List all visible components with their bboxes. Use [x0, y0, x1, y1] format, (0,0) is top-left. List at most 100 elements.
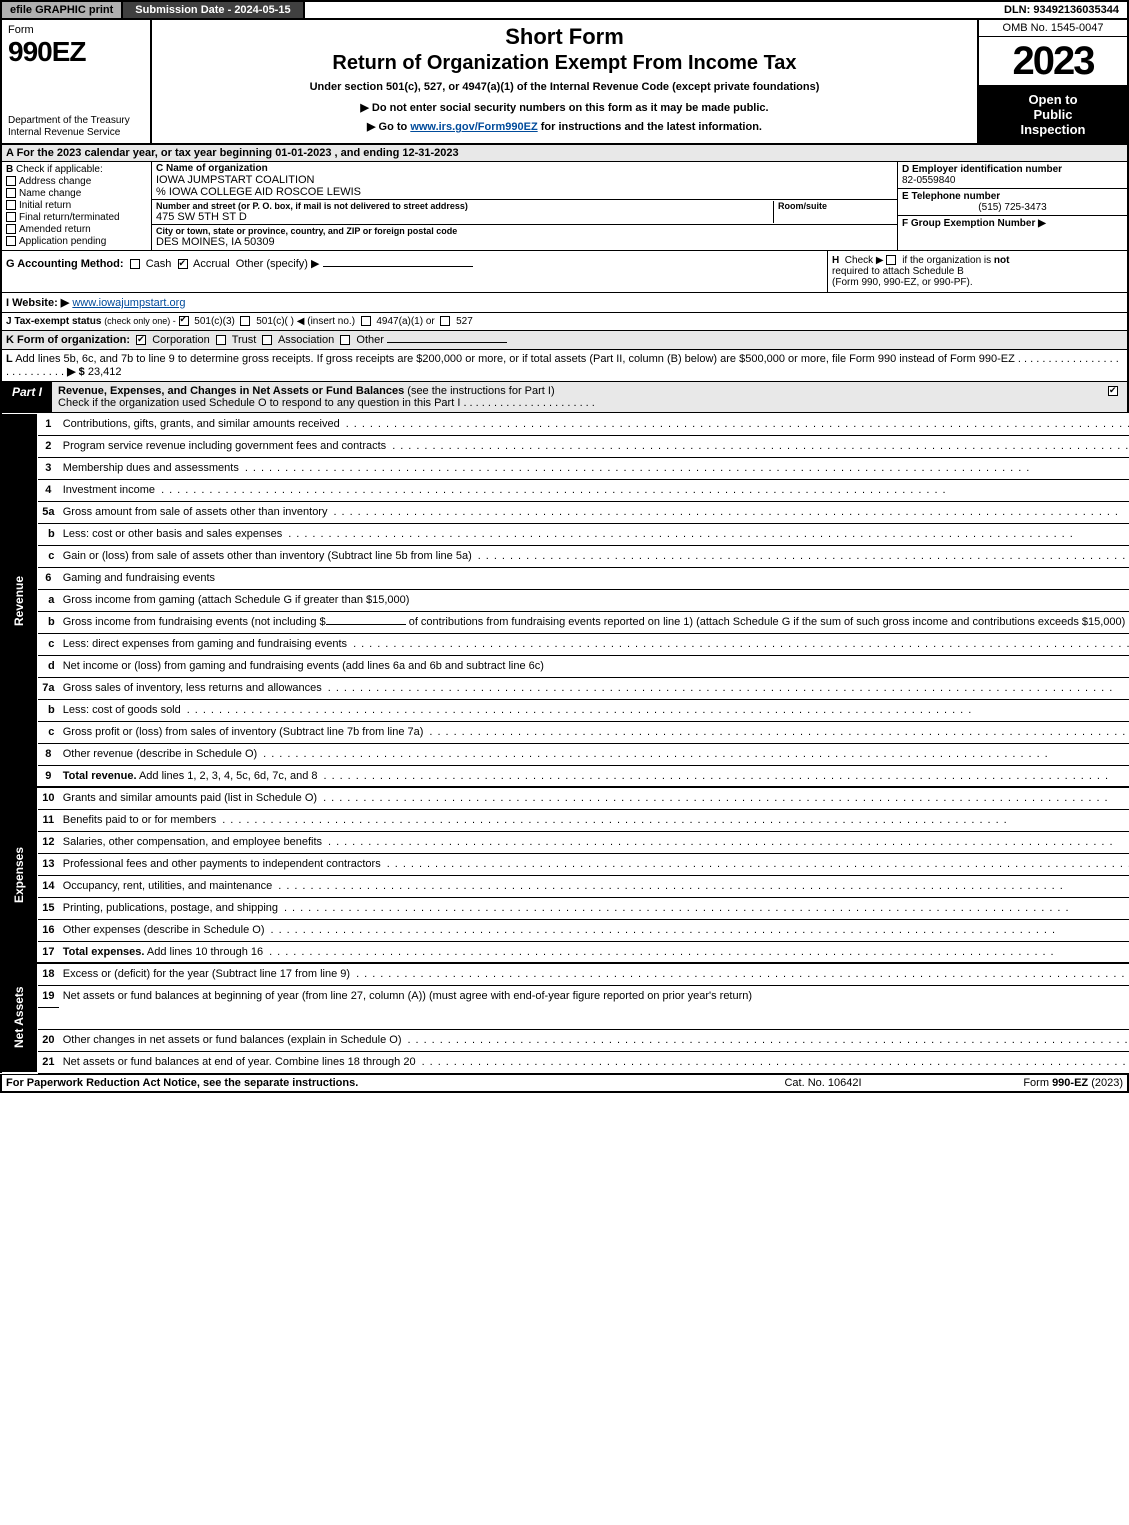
j-opt2: 501(c)( ) ◀ (insert no.) — [256, 316, 355, 327]
f-arrow: ▶ — [1038, 218, 1046, 229]
line-1-desc: Contributions, gifts, grants, and simila… — [63, 418, 340, 430]
form-title: Return of Organization Exempt From Incom… — [160, 52, 969, 75]
box-h: H Check ▶ if the organization is not req… — [827, 251, 1127, 292]
c-name-row: C Name of organization IOWA JUMPSTART CO… — [152, 162, 897, 200]
room-label: Room/suite — [778, 201, 893, 211]
line-6c: cLess: direct expenses from gaming and f… — [1, 633, 1129, 655]
i-label: I Website: ▶ — [6, 297, 69, 309]
cb-initial-return[interactable]: Initial return — [6, 200, 147, 211]
cb-527[interactable] — [440, 316, 450, 326]
c-street-row: Number and street (or P. O. box, if mail… — [152, 200, 897, 225]
dln: DLN: 93492136035344 — [996, 2, 1127, 18]
irs-link[interactable]: www.irs.gov/Form990EZ — [410, 121, 537, 133]
k-corp: Corporation — [152, 334, 209, 346]
column-c: C Name of organization IOWA JUMPSTART CO… — [152, 162, 897, 250]
cb-h[interactable] — [886, 255, 896, 265]
f-label: F Group Exemption Number — [902, 218, 1035, 229]
l-arrow: ▶ $ — [67, 366, 85, 378]
part1-title-bold: Revenue, Expenses, and Changes in Net As… — [58, 385, 404, 397]
other-label: Other (specify) ▶ — [236, 258, 320, 270]
cb-amended-return[interactable]: Amended return — [6, 224, 147, 235]
other-org-input[interactable] — [387, 342, 507, 343]
line-19a: 19Net assets or fund balances at beginni… — [1, 985, 1129, 1007]
line-4: 4Investment income 4262 — [1, 479, 1129, 501]
form-label: Form — [8, 24, 144, 36]
subtitle-3: ▶ Go to www.irs.gov/Form990EZ for instru… — [160, 120, 969, 133]
cb-name-change[interactable]: Name change — [6, 188, 147, 199]
cb-corporation[interactable] — [136, 335, 146, 345]
h-check: Check ▶ — [845, 255, 884, 266]
line-17-bold: Total expenses. — [63, 946, 145, 958]
cb-trust[interactable] — [216, 335, 226, 345]
line-7a-desc: Gross sales of inventory, less returns a… — [63, 682, 322, 694]
b-label2: Check if applicable: — [16, 164, 103, 175]
line-14-desc: Occupancy, rent, utilities, and maintena… — [63, 880, 273, 892]
line-6b-desc: Gross income from fundraising events (no… — [59, 611, 1129, 633]
line-5a-desc: Gross amount from sale of assets other t… — [63, 506, 328, 518]
line-20: 20Other changes in net assets or fund ba… — [1, 1029, 1129, 1051]
cb-other-org[interactable] — [340, 335, 350, 345]
cb-4947[interactable] — [361, 316, 371, 326]
h-txt4: (Form 990, 990-EZ, or 990-PF). — [832, 277, 973, 288]
part1-header: Part I Revenue, Expenses, and Changes in… — [0, 382, 1129, 413]
line-1: Revenue 1 Contributions, gifts, grants, … — [1, 413, 1129, 435]
form-header: Form 990EZ Department of the Treasury In… — [0, 20, 1129, 145]
lines-table: Revenue 1 Contributions, gifts, grants, … — [0, 413, 1129, 1074]
part1-title: Revenue, Expenses, and Changes in Net As… — [52, 382, 1102, 412]
side-revenue: Revenue — [1, 413, 38, 787]
k-assoc: Association — [278, 334, 334, 346]
other-specify-input[interactable] — [323, 266, 473, 267]
cb-association[interactable] — [262, 335, 272, 345]
d-label: D Employer identification number — [902, 164, 1123, 175]
line-5b: bLess: cost or other basis and sales exp… — [1, 523, 1129, 545]
part1-check-text: Check if the organization used Schedule … — [58, 397, 460, 409]
k-label: K Form of organization: — [6, 334, 130, 346]
box-f: F Group Exemption Number ▶ — [898, 216, 1127, 231]
line-6d-desc: Net income or (loss) from gaming and fun… — [59, 655, 1129, 677]
sub3-post: for instructions and the latest informat… — [538, 121, 762, 133]
line-18: Net Assets 18Excess or (deficit) for the… — [1, 963, 1129, 985]
cb-501c3[interactable] — [179, 316, 189, 326]
cb-schedule-o[interactable] — [1108, 386, 1118, 396]
line-3-desc: Membership dues and assessments — [63, 462, 239, 474]
footer: For Paperwork Reduction Act Notice, see … — [0, 1074, 1129, 1093]
line-13-desc: Professional fees and other payments to … — [63, 858, 381, 870]
e-label: E Telephone number — [902, 191, 1123, 202]
inspect-3: Inspection — [983, 122, 1123, 137]
cb-501c[interactable] — [240, 316, 250, 326]
part1-title-rest: (see the instructions for Part I) — [404, 385, 554, 397]
line-10-desc: Grants and similar amounts paid (list in… — [63, 792, 317, 804]
j-opt3: 4947(a)(1) or — [376, 316, 434, 327]
line-6b: b Gross income from fundraising events (… — [1, 611, 1129, 633]
row-gh: G Accounting Method: Cash Accrual Other … — [0, 251, 1129, 293]
cb-cash[interactable] — [130, 259, 140, 269]
part1-tab: Part I — [2, 382, 52, 412]
header-middle: Short Form Return of Organization Exempt… — [152, 20, 977, 143]
l-text: Add lines 5b, 6c, and 7b to line 9 to de… — [15, 353, 1015, 365]
line-6a: aGross income from gaming (attach Schedu… — [1, 589, 1129, 611]
line-15-desc: Printing, publications, postage, and shi… — [63, 902, 278, 914]
h-not: not — [994, 255, 1010, 266]
line-12-desc: Salaries, other compensation, and employ… — [63, 836, 322, 848]
line-8: 8Other revenue (describe in Schedule O) … — [1, 743, 1129, 765]
city-value: DES MOINES, IA 50309 — [156, 236, 893, 248]
k-trust: Trust — [232, 334, 257, 346]
k-other: Other — [356, 334, 384, 346]
j-sub: (check only one) - — [104, 316, 176, 326]
line-19-desc: Net assets or fund balances at beginning… — [59, 985, 1129, 1007]
box-g: G Accounting Method: Cash Accrual Other … — [2, 251, 827, 292]
g-label: G Accounting Method: — [6, 258, 124, 270]
accrual-label: Accrual — [193, 258, 230, 270]
line-6: 6Gaming and fundraising events — [1, 567, 1129, 589]
website-link[interactable]: www.iowajumpstart.org — [72, 297, 185, 309]
cb-final-return[interactable]: Final return/terminated — [6, 212, 147, 223]
cb-address-change[interactable]: Address change — [6, 176, 147, 187]
j-opt1: 501(c)(3) — [194, 316, 235, 327]
efile-print-button[interactable]: efile GRAPHIC print — [2, 2, 123, 18]
line-9-bold: Total revenue. — [63, 770, 137, 782]
cb-accrual[interactable] — [178, 259, 188, 269]
line-15: 15Printing, publications, postage, and s… — [1, 897, 1129, 919]
cb-application-pending[interactable]: Application pending — [6, 236, 147, 247]
line-6-desc: Gaming and fundraising events — [59, 567, 1129, 589]
city-label: City or town, state or province, country… — [156, 226, 893, 236]
